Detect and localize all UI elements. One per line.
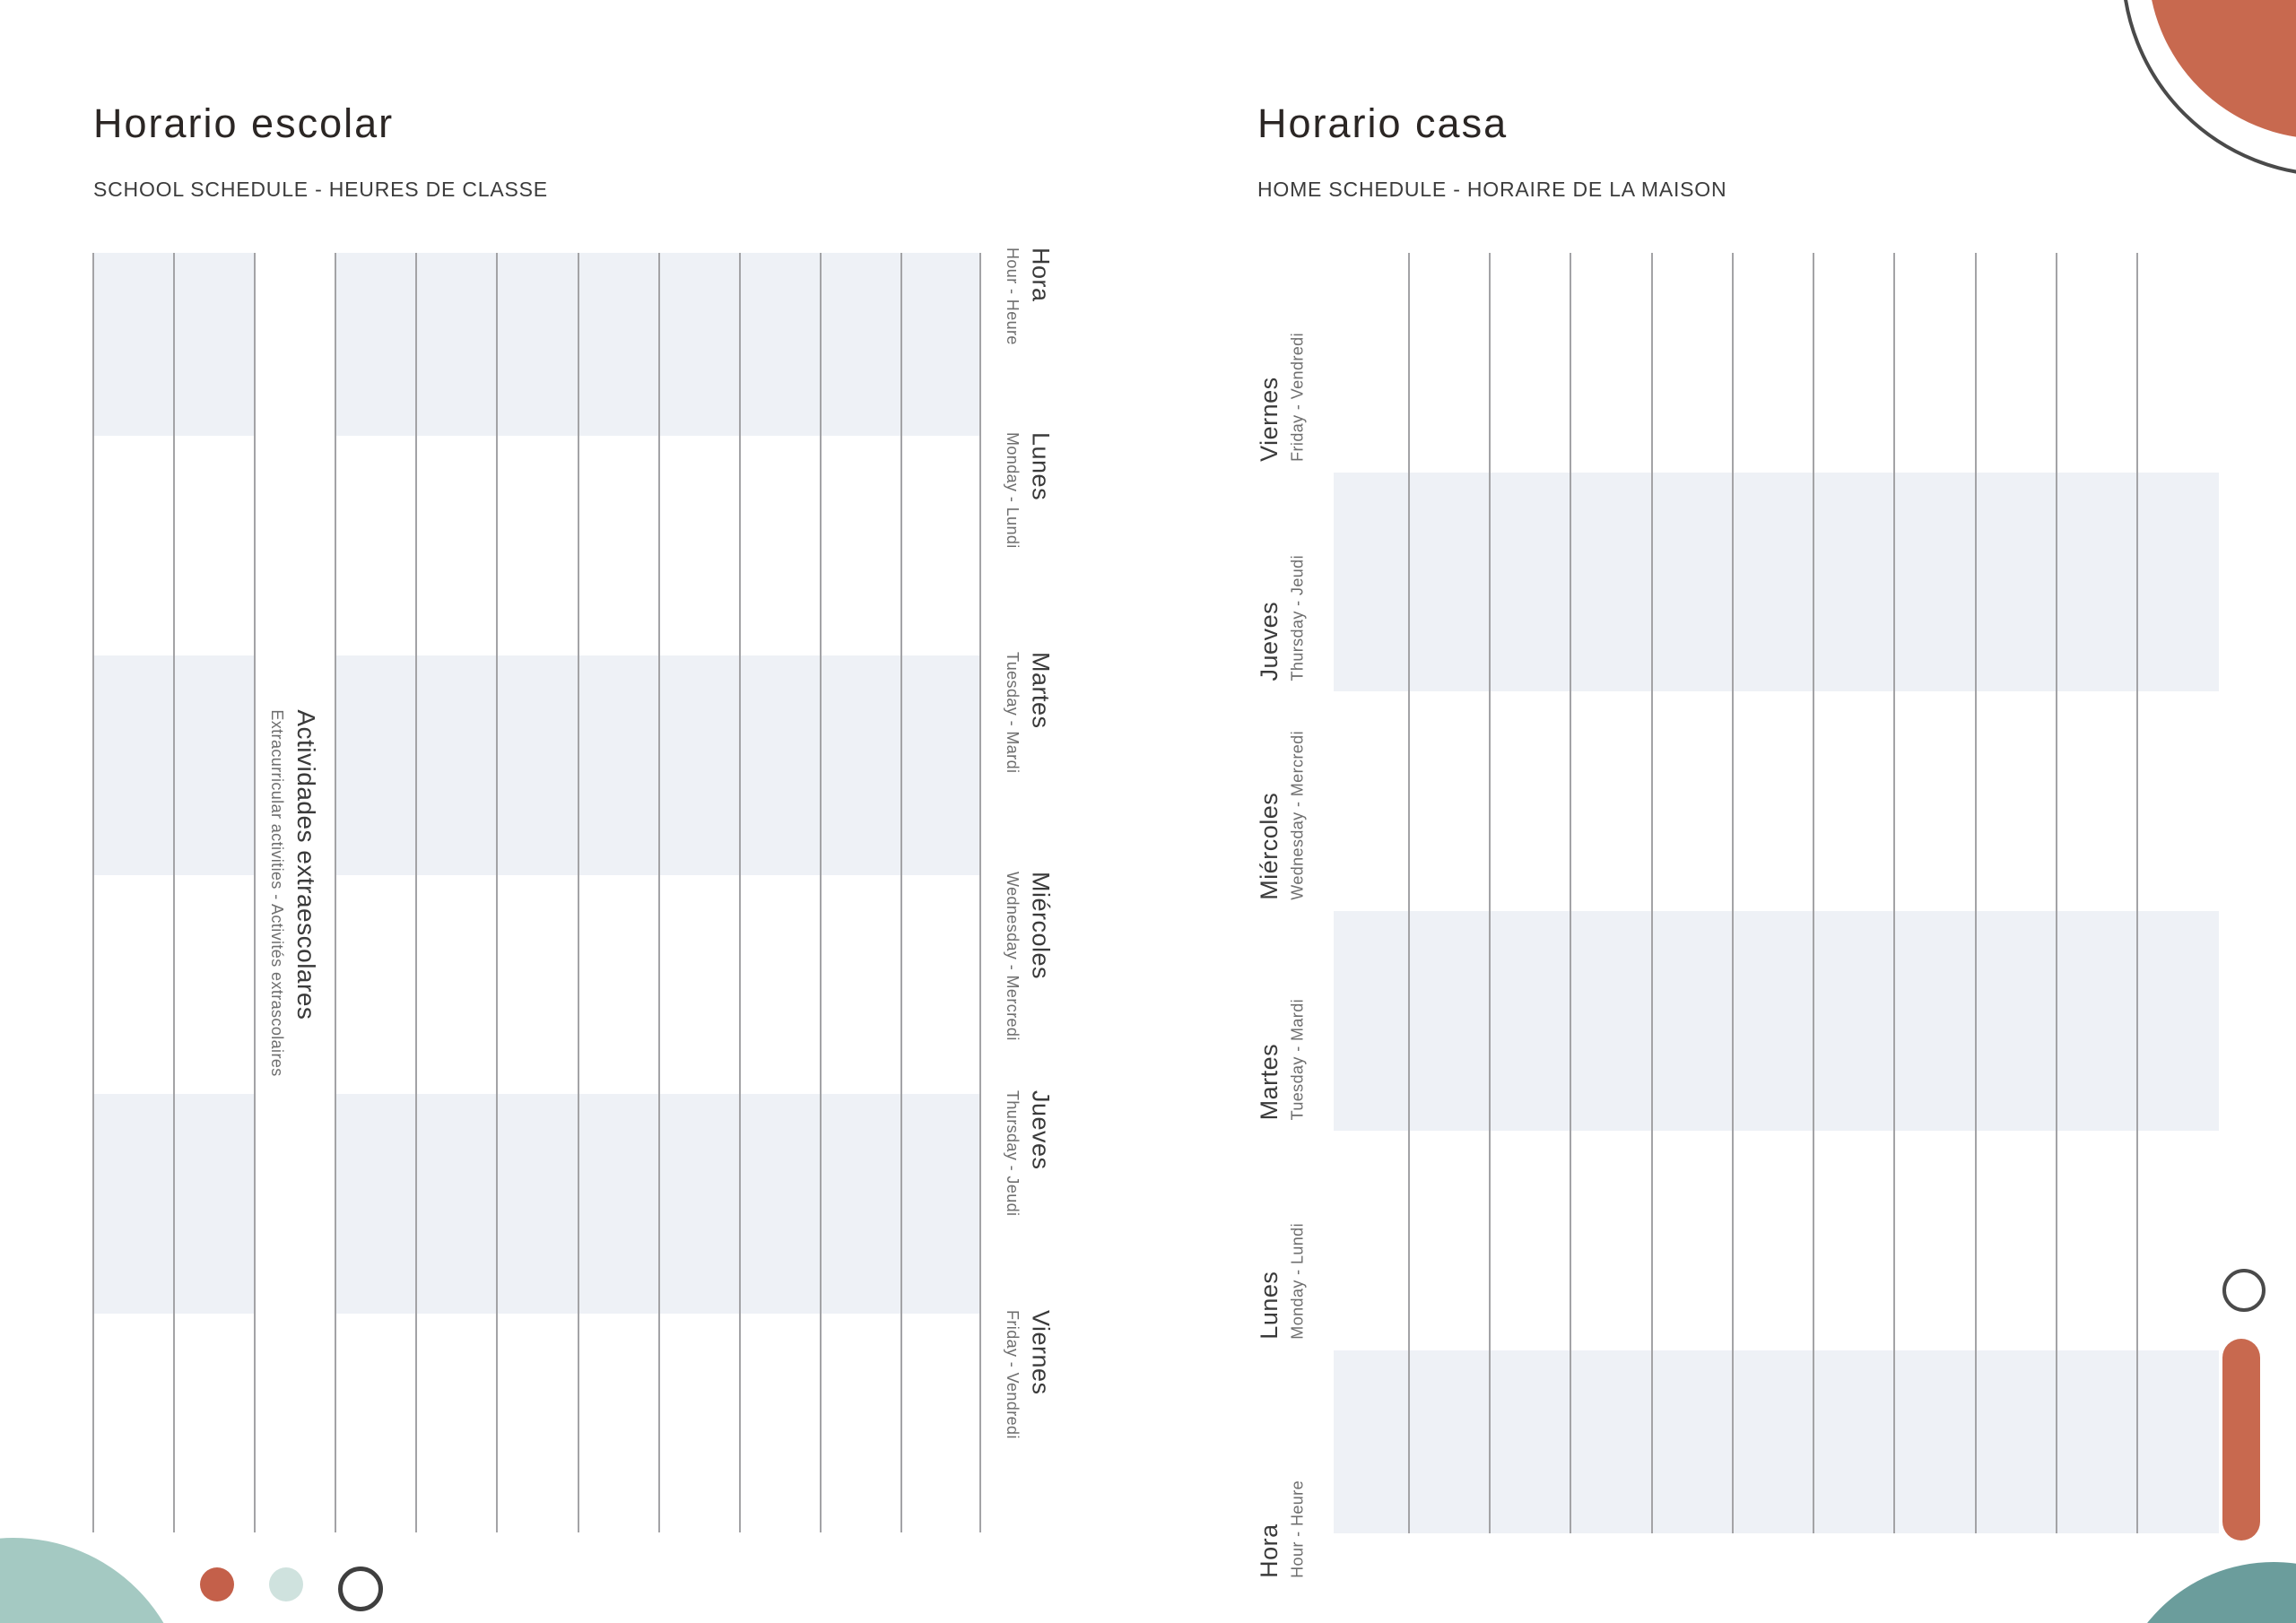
day-label-lunes: Lunes Monday - Lundi <box>1001 432 1057 549</box>
day-label-viernes: Viernes Friday - Vendredi <box>1001 1310 1057 1439</box>
day-label-jueves: Jueves Thursday - Jeudi <box>1001 1090 1057 1216</box>
home-schedule-table <box>1334 253 2219 1533</box>
day-sublabel-text: Friday - Vendredi <box>1004 1310 1022 1439</box>
day-sublabel-text: Tuesday - Mardi <box>1288 998 1307 1120</box>
day-sublabel-text: Wednesday - Mercredi <box>1004 872 1022 1041</box>
day-label-text: Lunes <box>1256 1271 1283 1340</box>
left-page-title: Horario escolar <box>93 100 395 146</box>
day-sublabel-text: Monday - Lundi <box>1004 432 1022 549</box>
decor-sage-circle-bottom-left <box>0 1538 188 1623</box>
grid-line <box>1893 253 1895 1533</box>
day-label-text: Viernes <box>1027 1310 1055 1395</box>
day-label-text: Martes <box>1256 1043 1283 1120</box>
day-label-martes: Martes Tuesday - Mardi <box>1254 999 1309 1120</box>
grid-line <box>1408 253 1410 1533</box>
decor-ring-right <box>2222 1269 2266 1312</box>
row-miercoles <box>92 875 981 1094</box>
grid-line <box>979 253 981 1532</box>
row-stripe-martes <box>1334 911 2219 1131</box>
row-stripe-hora <box>1334 1350 2219 1533</box>
day-label-hora: Hora Hour - Heure <box>1254 1480 1309 1578</box>
grid-line <box>578 253 579 1532</box>
grid-line <box>1975 253 1977 1533</box>
grid-line <box>900 253 902 1532</box>
day-label-miercoles: Miércoles Wednesday - Mercredi <box>1254 731 1309 900</box>
day-sublabel-text: Friday - Vendredi <box>1288 333 1307 462</box>
row-stripe-hora <box>92 253 981 436</box>
day-label-text: Jueves <box>1256 601 1283 681</box>
day-label-text: Miércoles <box>1256 792 1283 900</box>
day-label-text: Miércoles <box>1027 872 1055 980</box>
grid-line <box>739 253 741 1532</box>
day-sublabel-text: Thursday - Jeudi <box>1288 554 1307 681</box>
decor-dot-terracotta <box>200 1567 234 1601</box>
row-miercoles <box>1334 691 2219 911</box>
row-stripe-martes <box>92 655 981 875</box>
grid-line <box>1732 253 1734 1533</box>
grid-line <box>415 253 417 1532</box>
left-page-subtitle: SCHOOL SCHEDULE - HEURES DE CLASSE <box>93 178 548 201</box>
day-label-text: Hora <box>1256 1523 1283 1578</box>
day-sublabel-text: Monday - Lundi <box>1288 1223 1307 1340</box>
grid-line <box>2136 253 2138 1533</box>
row-lunes <box>1334 1131 2219 1350</box>
day-label-text: Jueves <box>1027 1090 1055 1170</box>
grid-line <box>335 253 336 1532</box>
extras-column-label: Actividades extraescolares Extracurricul… <box>265 709 322 1076</box>
row-lunes <box>92 436 981 655</box>
grid-line <box>496 253 498 1532</box>
day-label-text: Lunes <box>1027 432 1055 501</box>
grid-line <box>1813 253 1814 1533</box>
row-viernes <box>1334 253 2219 473</box>
day-label-miercoles: Miércoles Wednesday - Mercredi <box>1001 872 1057 1041</box>
day-label-text: Viernes <box>1256 377 1283 462</box>
extras-sublabel-text: Extracurricular activities - Activités e… <box>268 708 287 1077</box>
right-page-title: Horario casa <box>1257 100 1509 146</box>
day-sublabel-text: Hour - Heure <box>1004 247 1022 345</box>
day-label-text: Hora <box>1027 247 1055 302</box>
decor-pill-terracotta <box>2222 1339 2260 1541</box>
day-sublabel-text: Hour - Heure <box>1288 1480 1307 1578</box>
day-sublabel-text: Tuesday - Mardi <box>1004 652 1022 774</box>
grid-line <box>92 253 94 1532</box>
row-stripe-jueves <box>92 1094 981 1314</box>
row-stripe-jueves <box>1334 473 2219 691</box>
decor-dot-sage <box>269 1567 303 1601</box>
extras-label-text: Actividades extraescolares <box>292 708 321 1020</box>
grid-line <box>254 253 256 1532</box>
day-label-jueves: Jueves Thursday - Jeudi <box>1254 555 1309 681</box>
day-sublabel-text: Thursday - Jeudi <box>1004 1090 1022 1217</box>
grid-line <box>2056 253 2057 1533</box>
day-label-text: Martes <box>1027 652 1055 729</box>
day-label-hora: Hora Hour - Heure <box>1001 247 1057 345</box>
grid-line <box>658 253 660 1532</box>
day-sublabel-text: Wednesday - Mercredi <box>1288 731 1307 900</box>
right-page-subtitle: HOME SCHEDULE - HORAIRE DE LA MAISON <box>1257 178 1727 201</box>
row-viernes <box>92 1314 981 1532</box>
extras-column <box>256 253 335 1532</box>
grid-line <box>1651 253 1653 1533</box>
decor-teal-circle-bottom-right <box>2112 1562 2296 1623</box>
grid-line <box>173 253 175 1532</box>
grid-line <box>1489 253 1491 1533</box>
day-label-martes: Martes Tuesday - Mardi <box>1001 652 1057 773</box>
school-schedule-table: Actividades extraescolares Extracurricul… <box>92 253 981 1532</box>
day-label-lunes: Lunes Monday - Lundi <box>1254 1223 1309 1340</box>
grid-line <box>1570 253 1571 1533</box>
grid-line <box>820 253 822 1532</box>
day-label-viernes: Viernes Friday - Vendredi <box>1254 333 1309 462</box>
decor-dot-ring <box>338 1567 383 1611</box>
